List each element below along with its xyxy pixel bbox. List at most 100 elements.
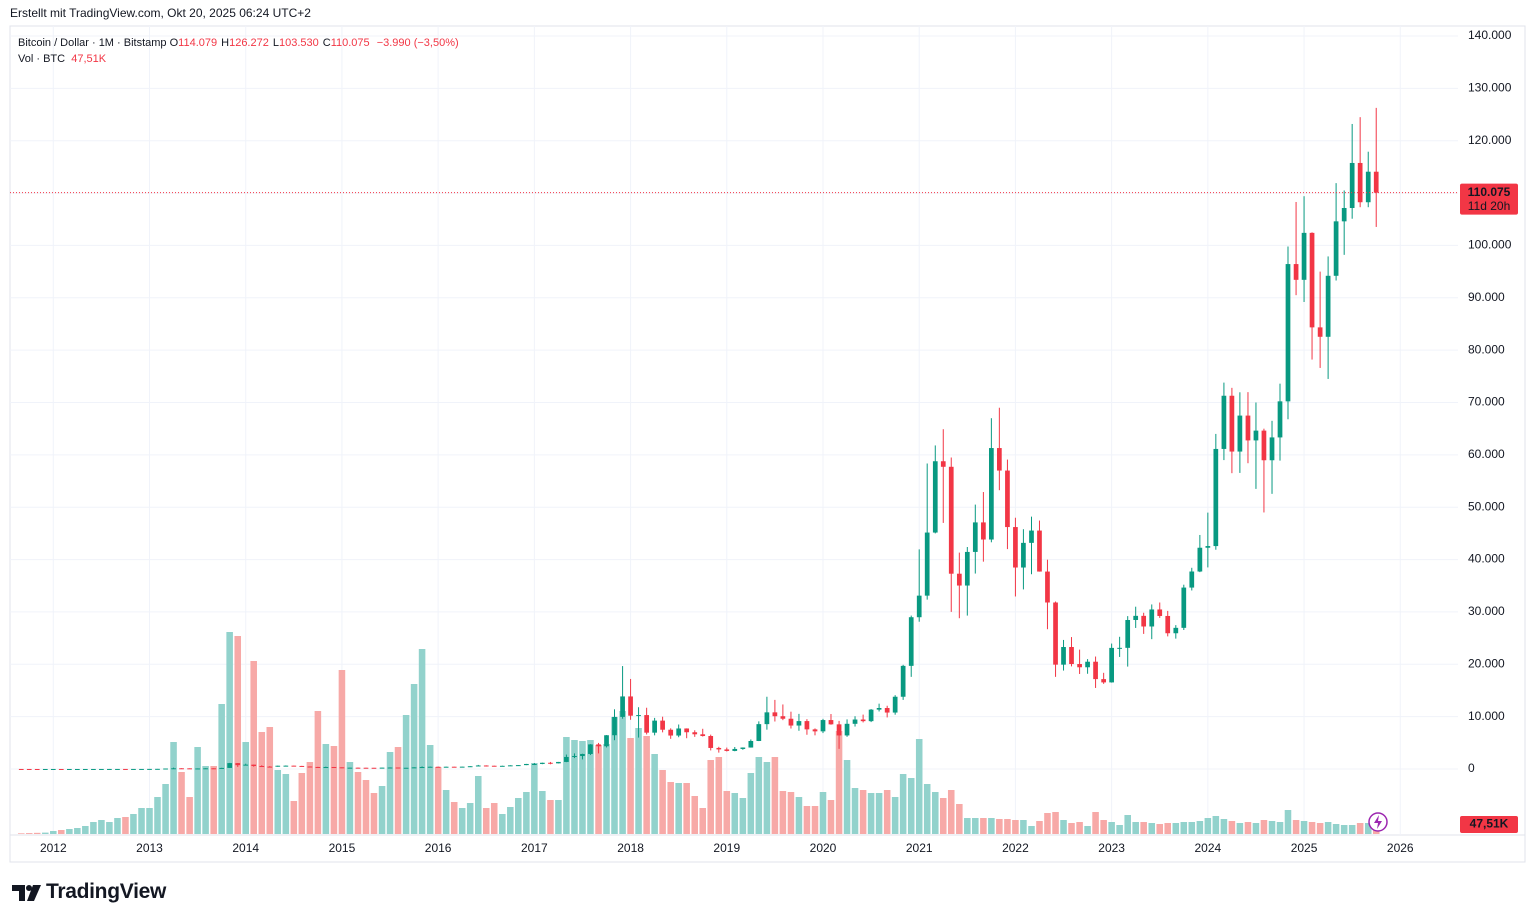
volume-bar: [1236, 823, 1244, 834]
candle-body: [427, 766, 433, 768]
chart-frame: [9, 25, 1526, 863]
candle-body: [1133, 615, 1139, 620]
candle-body: [107, 768, 112, 770]
volume-bar: [1332, 824, 1340, 834]
y-tick-label: 30.000: [1468, 604, 1505, 618]
candle-body: [251, 764, 257, 767]
legend-value: 110.075: [330, 37, 370, 49]
candle-body: [443, 766, 449, 768]
volume-bar: [523, 792, 530, 834]
volume-value: 47,51K: [71, 53, 107, 65]
x-tick-label: 2023: [1098, 841, 1125, 855]
volume-bar: [972, 818, 979, 834]
candle-body: [1277, 401, 1283, 438]
volume-bar: [683, 783, 690, 834]
candle-body: [1285, 264, 1291, 402]
legend-key: C: [322, 37, 331, 49]
volume-bar: [980, 818, 987, 834]
volume-bar: [146, 808, 153, 834]
volume-bar: [539, 791, 546, 834]
x-tick-label: 2025: [1291, 841, 1318, 855]
candle-body: [1149, 609, 1155, 627]
candle-body: [411, 767, 417, 769]
volume-bar: [234, 636, 242, 834]
volume-bar: [964, 818, 971, 834]
volume-bar: [1316, 823, 1324, 834]
candle-body: [1077, 664, 1082, 668]
candle-body: [507, 765, 513, 767]
x-tick-label: 2016: [425, 841, 452, 855]
volume-bar: [723, 791, 731, 834]
candle-body: [844, 723, 850, 736]
candle-body: [315, 766, 321, 768]
candle-body: [491, 765, 497, 767]
candle-body: [187, 768, 192, 770]
legend: Bitcoin / Dollar · 1M · Bitstamp O114.07…: [18, 35, 459, 67]
candle-body: [1101, 679, 1107, 683]
candle-body: [1261, 430, 1267, 461]
candle-body: [940, 461, 946, 467]
volume-bar: [1004, 819, 1011, 834]
volume-bar: [1044, 813, 1051, 834]
candle-body: [812, 729, 818, 732]
volume-bar: [346, 762, 354, 834]
volume-bar: [811, 806, 819, 834]
candle-body: [1197, 547, 1203, 572]
candle-body: [820, 720, 826, 732]
volume-bar: [867, 793, 875, 834]
candle-body: [1357, 162, 1363, 203]
volume-bar: [651, 754, 658, 834]
candle-body: [924, 532, 930, 596]
candle-body: [989, 448, 994, 540]
candle-body: [860, 719, 866, 722]
candle-body: [708, 736, 714, 748]
candle-body: [548, 762, 553, 764]
volume-bar: [635, 728, 642, 834]
candle-body: [1349, 162, 1355, 208]
legend-value: 114.079: [178, 37, 218, 49]
candle-body: [1245, 415, 1251, 441]
y-tick-label: 120.000: [1468, 133, 1512, 147]
candle-body: [451, 766, 457, 768]
candle-body: [636, 715, 641, 717]
volume-bar: [779, 791, 787, 834]
volume-bar: [915, 739, 923, 834]
volume-bar: [474, 776, 482, 834]
price-pane: [10, 107, 1458, 770]
candle-body: [868, 709, 874, 722]
candle-body: [395, 767, 401, 769]
candle-body: [82, 768, 88, 770]
volume-bar: [178, 772, 185, 834]
volume-bar: [996, 819, 1003, 834]
volume-bar: [330, 746, 338, 834]
volume-bar: [306, 762, 314, 834]
candle-body: [596, 744, 601, 747]
volume-bar: [106, 822, 113, 834]
volume-bar: [843, 760, 851, 834]
y-tick-label: 80.000: [1468, 342, 1505, 356]
candle-body: [67, 768, 72, 770]
candle-body: [732, 748, 738, 751]
candle-body: [572, 756, 577, 758]
candle-body: [74, 768, 80, 770]
candle-body: [91, 768, 96, 770]
volume-bar: [1012, 820, 1019, 834]
candle-body: [981, 522, 986, 540]
volume-bar: [25, 833, 33, 834]
candle-body: [58, 768, 64, 770]
candle-body: [620, 696, 625, 717]
volume-bar: [274, 770, 282, 834]
x-tick-label: 2020: [810, 841, 837, 855]
candle-body: [1301, 232, 1307, 280]
candle-body: [147, 768, 152, 770]
volume-bar: [314, 711, 322, 834]
candle-body: [908, 617, 914, 666]
candle-body: [1253, 430, 1259, 441]
volume-bar: [731, 793, 739, 834]
candle-body: [34, 768, 40, 770]
volume-bar: [1324, 822, 1332, 834]
volume-bar: [114, 818, 121, 834]
volume-bar: [1148, 823, 1156, 834]
candle-body: [355, 767, 361, 769]
volume-bar: [1020, 820, 1027, 834]
